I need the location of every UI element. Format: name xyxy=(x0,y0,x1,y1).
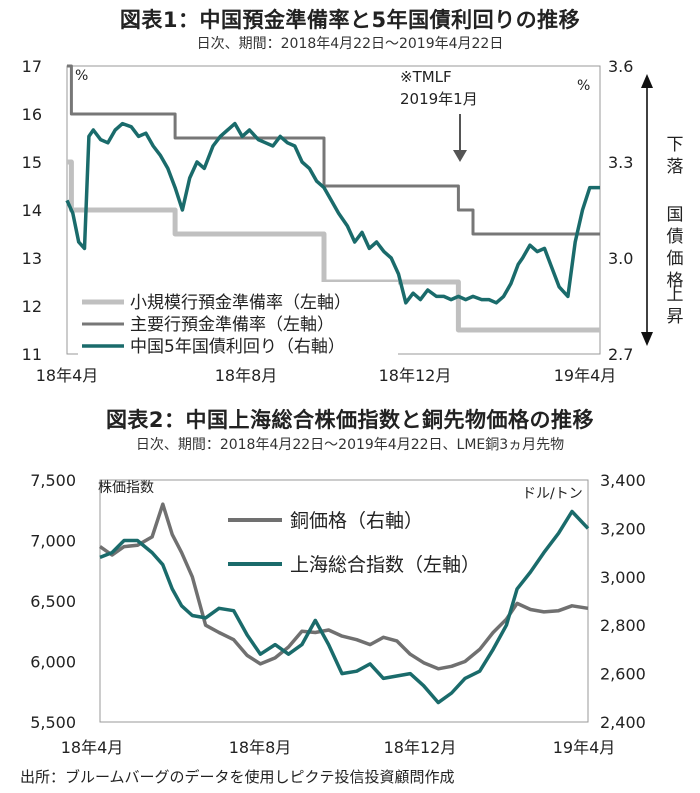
chart1-right-tick-2: 3.0 xyxy=(608,249,633,268)
chart1-right-axis: 3.6 3.3 3.0 2.7 xyxy=(608,57,633,364)
chart2-right-tick-1: 3,200 xyxy=(600,519,646,538)
chart2-series-line-0 xyxy=(98,502,589,671)
chart2-x-tick-3: 19年4月 xyxy=(553,738,616,757)
chart2-left-tick-3: 6,000 xyxy=(30,653,76,672)
chart2-legend-label-0: 銅価格（右軸） xyxy=(290,510,423,532)
chart1-legend: 小規模行預金準備率（左軸）主要行預金準備率（左軸）中国5年国債利回り（右軸） xyxy=(78,282,398,362)
chart2-left-tick-4: 5,500 xyxy=(30,713,76,732)
chart2-right-tick-0: 3,400 xyxy=(600,471,646,490)
chart2-x-tick-0: 18年4月 xyxy=(61,738,124,757)
chart1-x-tick-3: 19年4月 xyxy=(554,366,617,385)
chart2-right-tick-3: 2,800 xyxy=(600,616,646,635)
chart2-legend: 銅価格（右軸） 上海総合指数（左軸） xyxy=(228,510,480,576)
chart1-annotation-arrow xyxy=(453,114,467,162)
chart1-x-tick-1: 18年8月 xyxy=(215,366,278,385)
chart2-left-tick-2: 6,500 xyxy=(30,592,76,611)
chart1-vertical-label-2: 上昇 xyxy=(667,285,684,327)
chart1-left-unit: % xyxy=(75,68,88,84)
chart1-x-tick-2: 18年12月 xyxy=(379,366,452,385)
chart1-subtitle: 日次、期間：2018年4月22日～2019年4月22日 xyxy=(196,36,504,52)
chart2-left-tick-0: 7,500 xyxy=(30,471,76,490)
chart1-left-tick-0: 17 xyxy=(22,57,42,76)
chart1-vertical-label-0: 下落 xyxy=(667,135,684,177)
chart1-series-line-2 xyxy=(65,121,600,305)
chart1-left-tick-1: 16 xyxy=(22,105,42,124)
chart2-series xyxy=(98,502,590,705)
chart1-left-tick-2: 15 xyxy=(22,153,42,172)
chart1-right-tick-0: 3.6 xyxy=(608,57,633,76)
chart2-x-tick-2: 18年12月 xyxy=(384,738,457,757)
chart1-left-tick-4: 13 xyxy=(22,249,42,268)
source-note: 出所：ブルームバーグのデータを使用しピクテ投信投資顧問作成 xyxy=(20,768,455,786)
chart1-left-axis: 17 16 15 14 13 12 11 xyxy=(22,57,42,364)
chart2-left-axis: 7,500 7,000 6,500 6,000 5,500 xyxy=(30,471,76,732)
chart2-right-tick-2: 3,000 xyxy=(600,568,646,587)
chart1-legend-bg xyxy=(78,282,398,362)
chart1-x-tick-0: 18年4月 xyxy=(36,366,99,385)
chart2-plot-frame xyxy=(99,479,589,723)
chart1-annotation-date: 2019年1月 xyxy=(400,90,478,108)
chart2-series-line-1 xyxy=(99,509,590,705)
chart2-right-tick-5: 2,400 xyxy=(600,713,646,732)
chart1-right-unit: % xyxy=(577,78,590,94)
chart2-left-tick-1: 7,000 xyxy=(30,532,76,551)
chart1-title: 図表1：中国預金準備率と5年国債利回りの推移 xyxy=(119,8,581,32)
chart2-x-axis: 18年4月 18年8月 18年12月 19年4月 xyxy=(61,738,616,757)
chart2-left-unit: 株価指数 xyxy=(98,480,154,496)
chart1-left-tick-6: 11 xyxy=(22,345,42,364)
chart1-series-line-1 xyxy=(67,64,600,236)
chart2-title: 図表2：中国上海総合株価指数と銅先物価格の推移 xyxy=(105,408,595,432)
chart2-right-unit: ドル/トン xyxy=(522,486,583,502)
chart2: 7,500 7,000 6,500 6,000 5,500 3,400 3,200 3,00… xyxy=(30,471,646,757)
chart1-bond-price-arrow xyxy=(641,74,653,346)
chart1-left-tick-3: 14 xyxy=(22,201,42,220)
chart2-legend-label-1: 上海総合指数（左軸） xyxy=(290,554,480,576)
chart1-vertical-label-1: 国債価格 xyxy=(667,205,684,291)
chart1-legend-label-2: 中国5年国債利回り（右軸） xyxy=(130,337,345,357)
chart2-x-tick-1: 18年8月 xyxy=(229,738,292,757)
chart1-annotation-tmlf: ※TMLF xyxy=(400,68,452,86)
chart1-right-tick-3: 2.7 xyxy=(608,345,633,364)
chart1-series xyxy=(65,64,600,333)
chart1-left-tick-5: 12 xyxy=(22,297,42,316)
chart2-subtitle: 日次、期間：2018年4月22日～2019年4月22日、LME銅3ヵ月先物 xyxy=(135,437,565,453)
chart2-right-axis: 3,400 3,200 3,000 2,800 2,600 2,400 xyxy=(600,471,646,732)
chart1-x-axis: 18年4月 18年8月 18年12月 19年4月 xyxy=(36,366,617,385)
chart1-legend-label-1: 主要行預金準備率（左軸） xyxy=(130,315,334,335)
chart1-right-tick-1: 3.3 xyxy=(608,153,633,172)
chart1-series-line-0 xyxy=(67,159,600,333)
chart1-legend-label-0: 小規模行預金準備率（左軸） xyxy=(130,293,351,313)
chart2-right-tick-4: 2,600 xyxy=(600,665,646,684)
